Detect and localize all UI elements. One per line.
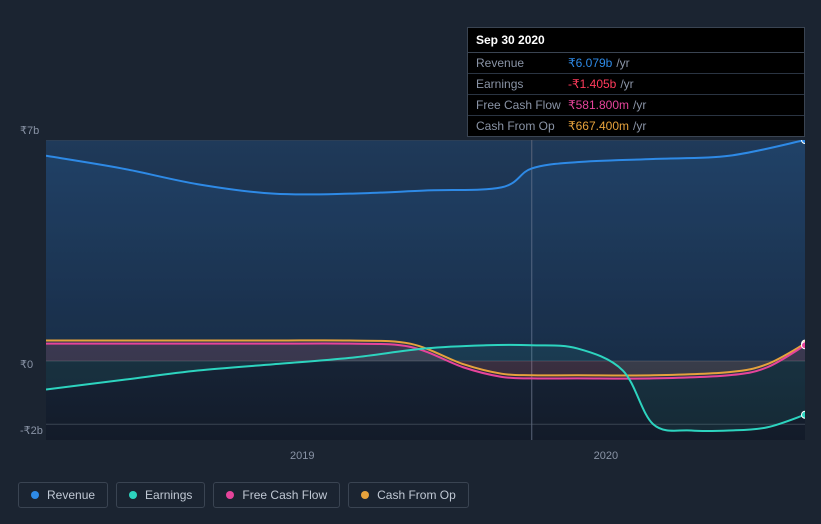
- legend-item-revenue[interactable]: Revenue: [18, 482, 108, 508]
- tooltip-label: Free Cash Flow: [476, 98, 568, 112]
- y-tick-label: ₹0: [20, 358, 33, 371]
- legend-label: Revenue: [47, 488, 95, 502]
- tooltip-row: Earnings-₹1.405b/yr: [468, 74, 804, 95]
- legend-label: Earnings: [145, 488, 192, 502]
- chart-area: ₹7b ₹0 -₹2b Past 20192020: [16, 120, 805, 460]
- tooltip-value: ₹581.800m: [568, 98, 629, 112]
- y-tick-label: ₹7b: [20, 124, 39, 137]
- tooltip-suffix: /yr: [620, 77, 633, 91]
- tooltip-label: Earnings: [476, 77, 568, 91]
- tooltip-value: -₹1.405b: [568, 77, 616, 91]
- tooltip-row: Revenue₹6.079b/yr: [468, 53, 804, 74]
- tooltip-date: Sep 30 2020: [468, 28, 804, 53]
- y-tick-label: -₹2b: [20, 424, 43, 437]
- legend-item-cfo[interactable]: Cash From Op: [348, 482, 469, 508]
- legend-dot: [31, 491, 39, 499]
- x-tick-label: 2019: [290, 450, 314, 462]
- legend-label: Free Cash Flow: [242, 488, 327, 502]
- legend-label: Cash From Op: [377, 488, 456, 502]
- legend: Revenue Earnings Free Cash Flow Cash From O…: [18, 482, 469, 508]
- legend-dot: [129, 491, 137, 499]
- tooltip-suffix: /yr: [633, 98, 646, 112]
- legend-dot: [226, 491, 234, 499]
- tooltip-label: Revenue: [476, 56, 568, 70]
- chart-svg[interactable]: [46, 140, 805, 440]
- legend-dot: [361, 491, 369, 499]
- tooltip-suffix: /yr: [616, 56, 629, 70]
- legend-item-earnings[interactable]: Earnings: [116, 482, 205, 508]
- legend-item-fcf[interactable]: Free Cash Flow: [213, 482, 340, 508]
- x-tick-label: 2020: [594, 450, 618, 462]
- tooltip-row: Free Cash Flow₹581.800m/yr: [468, 95, 804, 116]
- tooltip-value: ₹6.079b: [568, 56, 612, 70]
